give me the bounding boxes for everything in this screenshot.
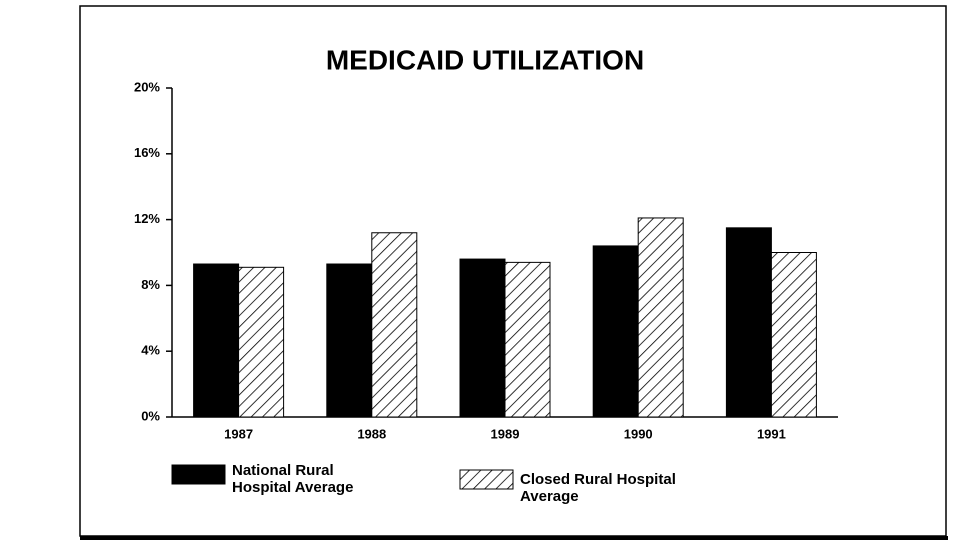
y-tick-label: 8% bbox=[141, 277, 160, 292]
x-tick-label: 1990 bbox=[624, 426, 653, 441]
bar bbox=[371, 232, 418, 418]
y-tick-label: 16% bbox=[134, 145, 160, 160]
bar bbox=[770, 252, 817, 418]
x-tick-label: 1991 bbox=[757, 426, 786, 441]
x-tick-label: 1989 bbox=[491, 426, 520, 441]
bar bbox=[193, 263, 240, 418]
y-tick-label: 12% bbox=[134, 211, 160, 226]
bar bbox=[592, 245, 639, 418]
y-tick-label: 0% bbox=[141, 408, 160, 423]
legend-swatch bbox=[459, 469, 514, 490]
bar bbox=[238, 266, 285, 418]
bar bbox=[459, 258, 506, 418]
bar bbox=[637, 217, 684, 418]
x-tick-label: 1988 bbox=[357, 426, 386, 441]
legend-label: National Rural Hospital Average bbox=[232, 462, 354, 496]
x-tick-label: 1987 bbox=[224, 426, 253, 441]
bar bbox=[504, 261, 551, 418]
bar bbox=[326, 263, 373, 418]
legend-label: Closed Rural Hospital Average bbox=[520, 471, 676, 505]
bar bbox=[725, 227, 772, 418]
y-tick-label: 4% bbox=[141, 343, 160, 358]
legend-swatch bbox=[171, 464, 226, 485]
chart-title: MEDICAID UTILIZATION bbox=[326, 44, 644, 75]
y-tick-label: 20% bbox=[134, 79, 160, 94]
